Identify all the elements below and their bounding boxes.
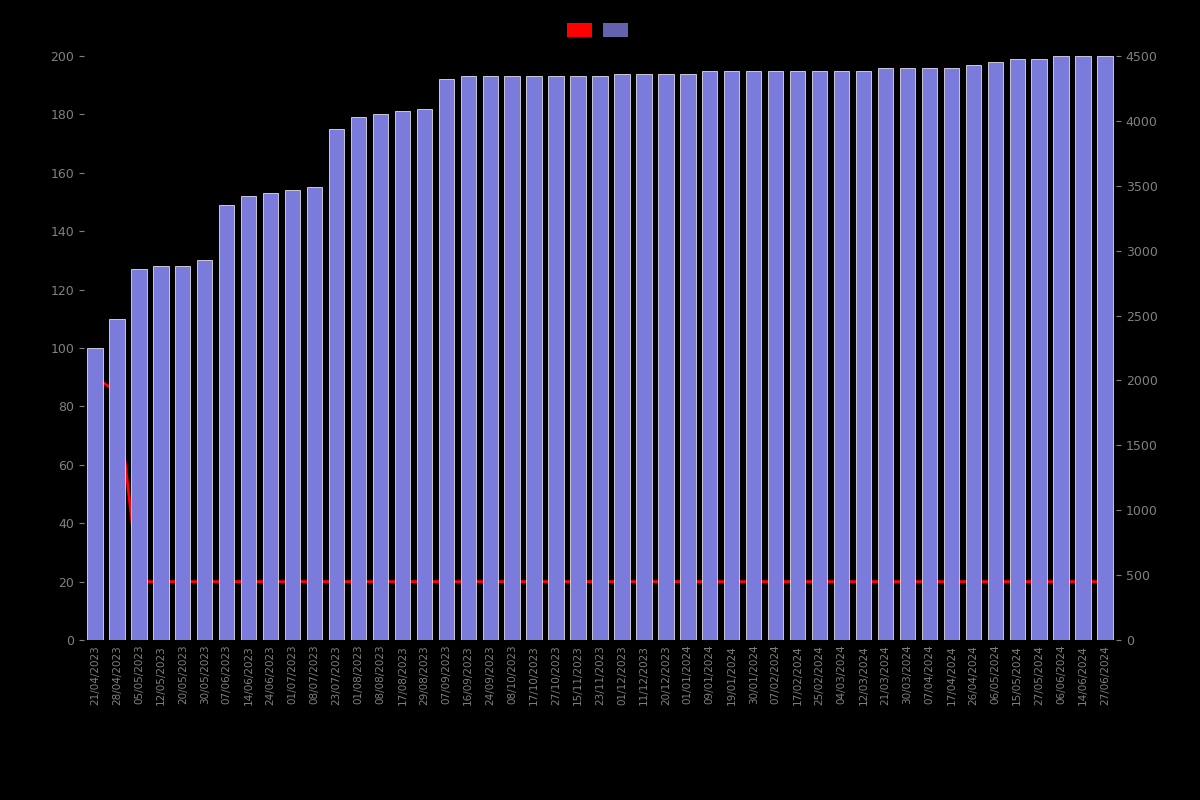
Bar (922, 68, 937, 640)
Bar (1097, 56, 1112, 640)
Bar (439, 79, 454, 640)
Bar (746, 70, 761, 640)
Bar (1054, 56, 1069, 640)
Bar (1075, 56, 1091, 640)
Bar (1009, 59, 1025, 640)
Bar (988, 62, 1003, 640)
Bar (307, 187, 323, 640)
Bar (636, 74, 652, 640)
Bar (724, 70, 739, 640)
Bar (658, 74, 673, 640)
Bar (856, 70, 871, 640)
Bar (966, 65, 980, 640)
Bar (570, 77, 586, 640)
Bar (548, 77, 564, 640)
Bar (834, 70, 850, 640)
Bar (197, 260, 212, 640)
Bar (614, 74, 630, 640)
Bar (900, 68, 916, 640)
Bar (373, 114, 388, 640)
Bar (790, 70, 805, 640)
Bar (131, 269, 146, 640)
Bar (109, 318, 125, 640)
Bar (263, 194, 278, 640)
Bar (504, 77, 520, 640)
Bar (593, 77, 607, 640)
Bar (768, 70, 784, 640)
Legend: , : , (568, 23, 632, 38)
Bar (241, 196, 257, 640)
Bar (1032, 59, 1046, 640)
Bar (350, 118, 366, 640)
Bar (175, 266, 191, 640)
Bar (812, 70, 827, 640)
Bar (416, 109, 432, 640)
Bar (154, 266, 168, 640)
Bar (461, 77, 476, 640)
Bar (220, 205, 234, 640)
Bar (943, 68, 959, 640)
Bar (527, 77, 542, 640)
Bar (88, 348, 103, 640)
Bar (482, 77, 498, 640)
Bar (329, 129, 344, 640)
Bar (877, 68, 893, 640)
Bar (284, 190, 300, 640)
Bar (702, 70, 718, 640)
Bar (680, 74, 696, 640)
Bar (395, 111, 410, 640)
